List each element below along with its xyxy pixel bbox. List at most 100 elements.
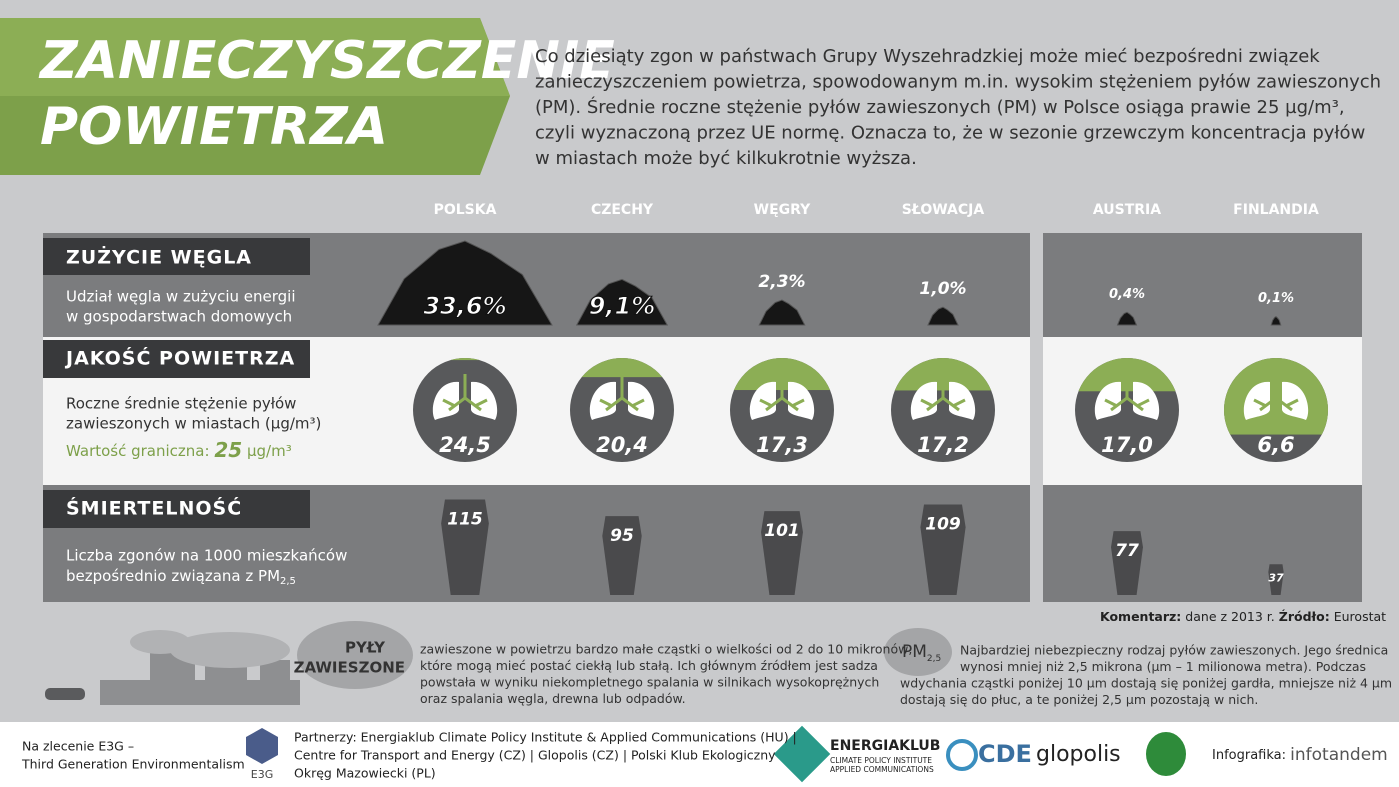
value-label: 101 [764, 521, 800, 541]
note-label: Komentarz: [1100, 609, 1181, 624]
pm25: PM [902, 642, 927, 662]
bronchi [1253, 374, 1299, 412]
partners: Centre for Transport and Energy (CZ) | G… [294, 748, 776, 763]
cloud [297, 621, 413, 689]
cde-logo [946, 739, 978, 771]
title: POWIETRZA [40, 97, 388, 157]
subscript: 2,5 [927, 654, 941, 664]
note: Komentarz: dane z 2013 r. Źródło: Eurost… [1100, 609, 1386, 624]
coffin [920, 504, 966, 595]
intro: w miastach może być kilkukrotnie wyższa. [535, 148, 917, 169]
glossary-text: wynosi mniej niż 2,5 mikrona (µm – 1 mil… [960, 659, 1366, 674]
value-label: 17,3 [756, 433, 808, 457]
glossary-text: które mogą mieć postać ciekłą lub stałą.… [420, 658, 878, 673]
value-label: 20,4 [596, 433, 648, 457]
glossary-title: PM2,5 [902, 642, 941, 664]
note-text: dane z 2013 r. [1185, 609, 1274, 624]
bronchi [920, 374, 966, 412]
description-text: bezpośrednio związana z PM [66, 567, 280, 585]
partners: Partnerzy: Energiaklub Climate Policy In… [294, 730, 797, 745]
description: Liczba zgonów na 1000 mieszkańców [66, 547, 347, 565]
cloud [884, 628, 952, 676]
logo-text: CLIMATE POLICY INSTITUTE [830, 756, 932, 765]
intro: zanieczyszczeniem powietrza, spowodowany… [535, 72, 1381, 93]
coal-pile [758, 299, 806, 326]
coffin [1268, 564, 1284, 595]
description: bezpośrednio związana z PM2,5 [66, 567, 296, 588]
country-name: WĘGRY [754, 202, 812, 218]
description: zawieszonych w miastach (µg/m³) [66, 415, 321, 433]
limit-unit: µg/m³ [247, 442, 292, 460]
factory-illustration [45, 630, 300, 705]
partners: Okręg Mazowiecki (PL) [294, 766, 436, 781]
limit-value: 25 [214, 438, 242, 462]
value-label: 17,2 [917, 433, 969, 457]
logo-text: APPLIED COMMUNICATIONS [830, 765, 934, 774]
coal-pile [1270, 316, 1282, 326]
logo-text: glopolis [1036, 742, 1121, 767]
value-label: 6,6 [1257, 433, 1294, 457]
glossary-text: zawieszone w powietrzu bardzo małe cząst… [420, 642, 912, 657]
coffin [761, 511, 803, 595]
country-name: SŁOWACJA [902, 202, 985, 218]
e3g-label: E3G [251, 768, 273, 781]
bronchi [759, 374, 805, 412]
value-label: 109 [925, 515, 961, 535]
section-title: ŚMIERTELNOŚĆ [66, 496, 242, 520]
coffin [1111, 531, 1143, 595]
value-label: 2,3% [758, 272, 805, 292]
glossary-text: powstała w wyniku niekompletnego spalani… [420, 675, 879, 690]
description: w gospodarstwach domowych [66, 308, 292, 326]
description: Udział węgla w zużyciu energii [66, 288, 296, 306]
value-label: 115 [447, 510, 483, 530]
glossary-text: wdychania cząstki poniżej 10 µm dostają … [900, 676, 1392, 691]
country-name: CZECHY [591, 202, 654, 218]
limit-label: Wartość graniczna: [66, 442, 210, 460]
panel [1043, 485, 1362, 602]
value-label: 95 [610, 526, 634, 546]
intro: czyli wyznaczoną przez UE normę. Oznacza… [535, 123, 1365, 144]
section-box [43, 340, 310, 378]
coal-pile [377, 240, 553, 326]
limit: Wartość graniczna: 25 µg/m³ [66, 438, 292, 462]
logo-text: CDE [978, 740, 1032, 768]
value-label: 17,0 [1101, 433, 1153, 457]
title-banner-top [0, 18, 510, 96]
value-label: 0,4% [1109, 287, 1145, 302]
commission: Third Generation Environmentalism [21, 757, 245, 772]
description: Roczne średnie stężenie pyłów [66, 395, 296, 413]
logo-text: ENERGIAKLUB [830, 738, 940, 754]
country-name: POLSKA [434, 202, 497, 218]
value-label: 1,0% [919, 279, 966, 299]
section-box [43, 490, 310, 528]
coffin [602, 516, 642, 595]
bronchi [599, 374, 645, 412]
value-label: 0,1% [1258, 291, 1294, 306]
value-label: 33,6% [423, 292, 506, 320]
section-title: ZUŻYCIE WĘGLA [66, 245, 252, 269]
value-label: 9,1% [589, 292, 656, 320]
commission: Na zlecenie E3G – [22, 739, 134, 754]
country-name: FINLANDIA [1233, 202, 1319, 218]
coal-pile [1116, 311, 1138, 326]
credit-name: infotandem [1290, 745, 1388, 765]
intro: (PM). Średnie roczne stężenie pyłów zawi… [535, 96, 1345, 118]
title: ZANIECZYSZCZENIE [38, 31, 615, 91]
credit: Infografika: infotandem [1212, 745, 1388, 765]
pke-logo [1146, 732, 1186, 776]
energiaklub-logo [773, 725, 831, 783]
glossary-text: dostają się do płuc, a te poniżej 2,5 µm… [900, 692, 1258, 707]
country-name: AUSTRIA [1093, 202, 1161, 218]
value-label: 24,5 [439, 433, 491, 457]
value-label: 77 [1115, 541, 1139, 561]
bronchi [1104, 374, 1150, 412]
section-box [43, 238, 310, 275]
glossary-title: PYŁY [345, 639, 386, 657]
subscript: 2,5 [280, 576, 296, 587]
note-label: Źródło: [1279, 609, 1330, 624]
coal-pile [927, 306, 959, 326]
glossary-text: oraz spalania węgla, drewna lub odpadów. [420, 691, 686, 706]
glossary-text: Najbardziej niebezpieczny rodzaj pyłów z… [960, 643, 1388, 658]
